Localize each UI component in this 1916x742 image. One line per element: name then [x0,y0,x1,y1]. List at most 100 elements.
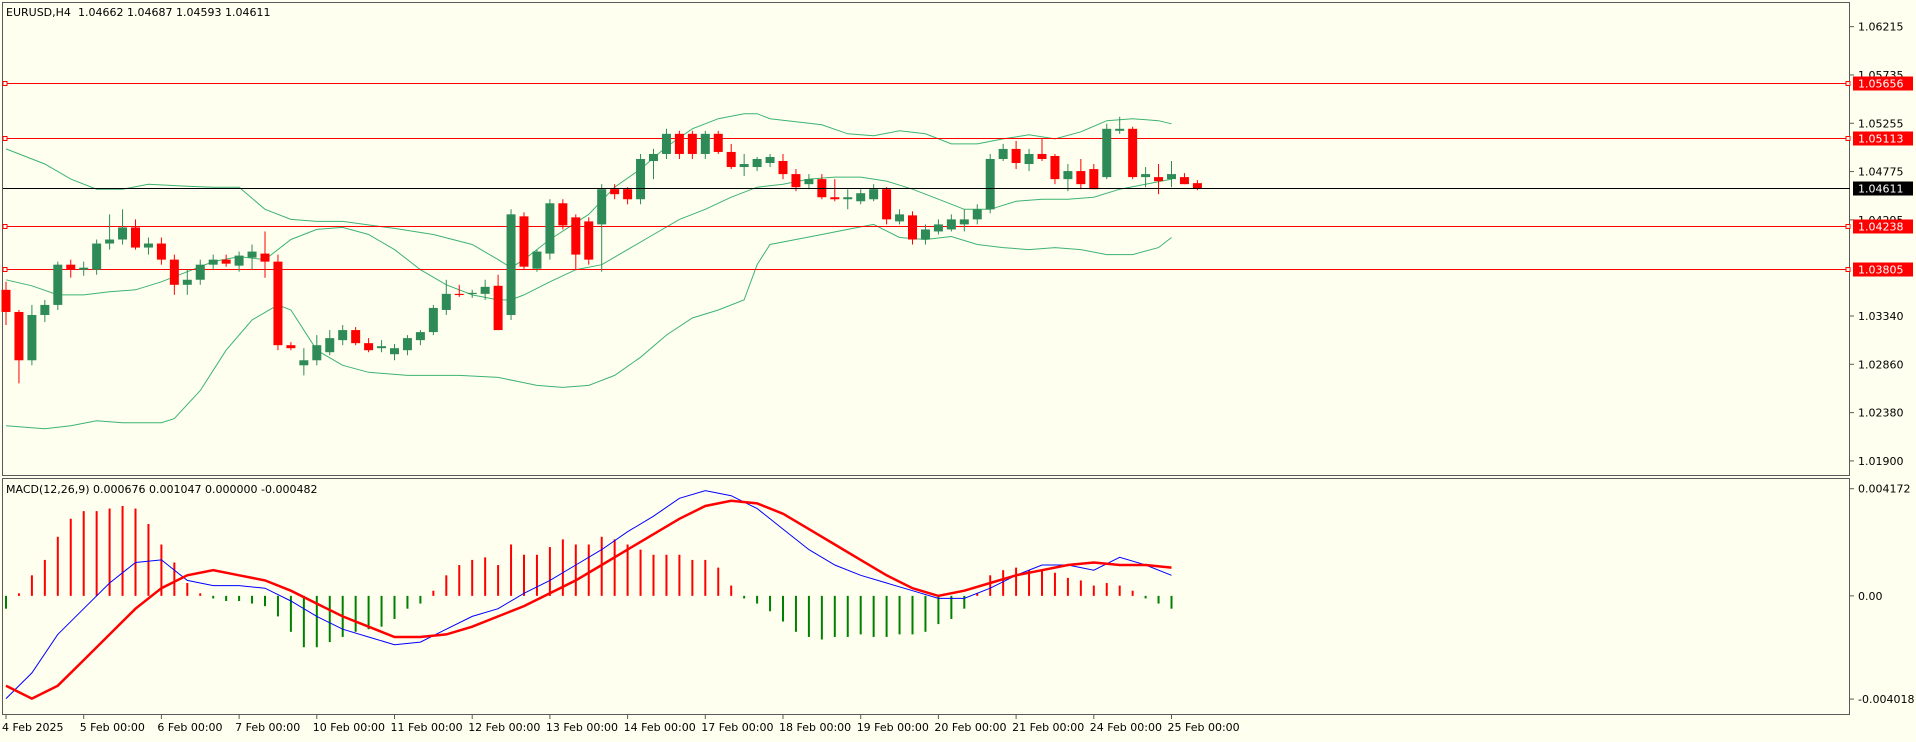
candle-body [571,217,581,255]
level-price-label: 1.03805 [1858,264,1904,277]
time-tick-label: 6 Feb 00:00 [157,721,222,734]
candle-body [299,360,309,366]
candle-body [908,215,917,240]
candle [765,153,775,168]
candle [920,224,930,245]
candle-body [1024,153,1034,165]
candle [1050,153,1060,185]
candle-body [1037,153,1047,159]
macd-line [5,490,1172,699]
candle [972,204,982,225]
candle-body [247,251,257,258]
time-tick-label: 19 Feb 00:00 [857,721,929,734]
candle-body [959,219,969,225]
candle [1,281,11,326]
candle-body [610,189,620,195]
candle [247,244,257,270]
candle [195,259,205,285]
candle-body [428,307,438,333]
candle-body [143,243,153,248]
time-tick-label: 11 Feb 00:00 [391,721,463,734]
candle-body [169,259,179,285]
candle [752,156,762,172]
candle [40,299,50,323]
candle-body [66,264,76,270]
price-panel[interactable]: EURUSD,H4 1.04662 1.04687 1.04593 1.0461… [1,2,1914,476]
time-tick-label: 17 Feb 00:00 [701,721,773,734]
candle [1011,140,1021,170]
candle [441,279,451,315]
candle [338,325,348,346]
candle [882,187,892,225]
candle [869,184,879,202]
time-tick-label: 18 Feb 00:00 [779,721,851,734]
candle [480,279,490,300]
candle-body [1063,171,1073,180]
macd-tick-label: 0.004172 [1858,483,1911,496]
candle [182,269,192,295]
candle-body [649,153,658,162]
candle-body [869,189,879,200]
macd-tick-label: 0.00 [1858,590,1883,603]
candle-body [726,151,736,168]
macd-panel[interactable]: MACD(12,26,9) 0.000676 0.001047 0.000000… [2,478,1915,715]
candle-body [390,348,399,355]
candle [415,330,425,346]
candle [351,327,361,346]
horizontal-levels[interactable]: 1.05656 1.05113 1.04238 1.03805 [2,76,1913,277]
candle [571,214,581,270]
candle-body [1154,177,1164,182]
candle-body [195,264,205,280]
candle-body [208,259,218,265]
level-left-handle [2,136,8,141]
price-tick-label: 1.02860 [1858,358,1904,371]
candle-body [1128,128,1138,178]
bollinger-bands [5,113,1172,430]
candlesticks [1,116,1202,384]
price-panel-frame [2,2,1850,476]
candle [895,209,905,225]
candle [649,148,658,180]
candle [1089,164,1099,190]
candle [558,199,568,230]
candle-body [856,193,866,202]
candle [933,219,943,235]
candle-body [778,161,788,175]
level-right-handle [1845,267,1851,272]
candle-body [260,253,270,262]
time-tick-label: 10 Feb 00:00 [313,721,385,734]
level-left-handle [2,224,8,229]
candle-body [687,133,697,154]
candle [1037,138,1047,162]
level-price-label: 1.05656 [1858,78,1904,91]
time-axis: 4 Feb 2025 5 Feb 00:00 6 Feb 00:00 7 Feb 00… [2,714,1240,734]
candle-body [79,267,89,270]
candle [1179,173,1189,185]
candle [1076,158,1086,190]
candle-body [493,285,503,331]
candle [53,261,63,310]
candle [843,189,853,210]
level-price-label: 1.05113 [1858,133,1904,146]
level-left-handle [2,81,8,86]
candle-body [27,314,37,361]
candle [519,212,529,270]
macd-panel-frame [2,478,1850,715]
candle [623,187,633,205]
candle-body [584,221,594,260]
candle [325,330,335,356]
candle-body [1102,128,1112,178]
candle [998,143,1008,162]
candle-body [804,179,814,185]
candle-body [273,261,283,346]
candle-body [402,338,412,351]
candle-body [467,292,477,295]
candle-body [221,259,231,264]
candle-body [351,330,361,344]
candle-body [1141,174,1151,178]
candle-body [972,209,982,220]
candle-body [1179,177,1189,185]
candle [105,214,115,250]
